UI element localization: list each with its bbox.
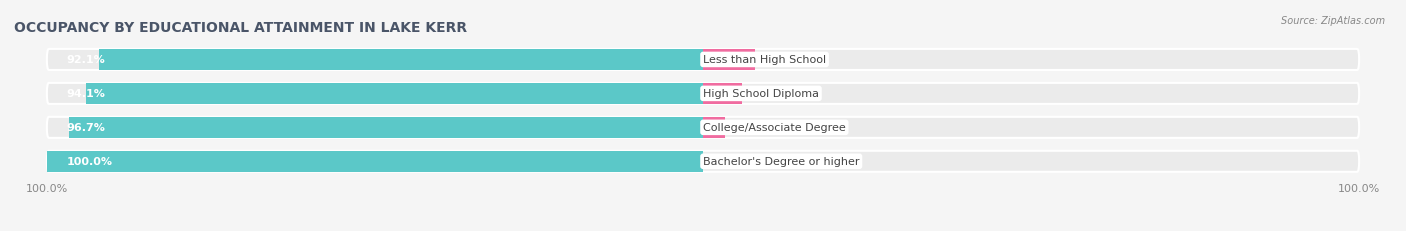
Bar xyxy=(86,83,703,104)
Text: 92.1%: 92.1% xyxy=(66,55,105,65)
Text: 100.0%: 100.0% xyxy=(66,157,112,167)
Text: Bachelor's Degree or higher: Bachelor's Degree or higher xyxy=(703,157,859,167)
Text: High School Diploma: High School Diploma xyxy=(703,89,820,99)
Bar xyxy=(703,50,755,71)
Text: 0.0%: 0.0% xyxy=(725,157,754,167)
Text: College/Associate Degree: College/Associate Degree xyxy=(703,123,846,133)
Text: 5.9%: 5.9% xyxy=(765,89,793,99)
Bar xyxy=(703,83,742,104)
Legend: Owner-occupied, Renter-occupied: Owner-occupied, Renter-occupied xyxy=(583,228,823,231)
FancyBboxPatch shape xyxy=(46,50,1360,71)
FancyBboxPatch shape xyxy=(46,117,1360,138)
Text: 96.7%: 96.7% xyxy=(66,123,105,133)
Bar xyxy=(69,117,703,138)
FancyBboxPatch shape xyxy=(46,151,1360,172)
Bar xyxy=(98,50,703,71)
Text: OCCUPANCY BY EDUCATIONAL ATTAINMENT IN LAKE KERR: OCCUPANCY BY EDUCATIONAL ATTAINMENT IN L… xyxy=(14,21,467,35)
Text: 3.3%: 3.3% xyxy=(748,123,776,133)
Bar xyxy=(46,151,703,172)
FancyBboxPatch shape xyxy=(46,83,1360,104)
Text: Source: ZipAtlas.com: Source: ZipAtlas.com xyxy=(1281,16,1385,26)
Text: 94.1%: 94.1% xyxy=(66,89,105,99)
Text: Less than High School: Less than High School xyxy=(703,55,827,65)
Bar xyxy=(703,117,724,138)
Text: 7.9%: 7.9% xyxy=(778,55,806,65)
